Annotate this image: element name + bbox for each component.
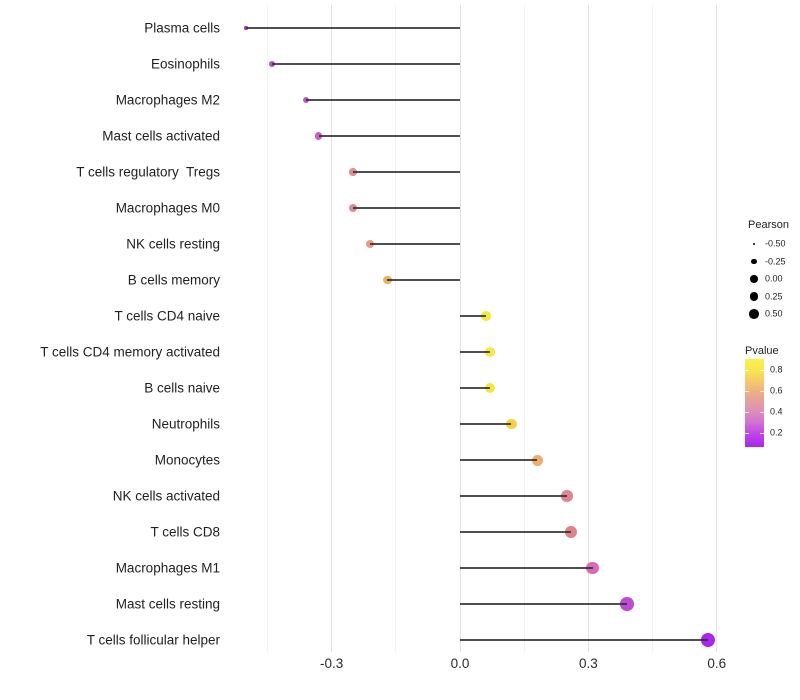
pvalue-tick-mark: [745, 390, 749, 392]
pvalue-tick-label: 0.6: [770, 385, 783, 396]
lollipop-stem: [460, 387, 490, 389]
y-axis-label: Mast cells activated: [102, 128, 220, 144]
legend-pearson-title: Pearson: [748, 219, 789, 231]
lollipop-stem: [460, 351, 490, 353]
pvalue-tick-mark: [745, 369, 749, 371]
y-axis-label: Eosinophils: [150, 56, 220, 72]
lollipop-stem: [460, 495, 567, 497]
pvalue-tick-mark: [760, 411, 764, 413]
y-axis-label: T cells CD8: [150, 524, 220, 540]
lollipop-stem: [460, 315, 486, 317]
lollipop-stem: [246, 27, 460, 29]
gridline-major: [331, 5, 333, 652]
legend-size-label: 0.50: [765, 308, 783, 319]
legend-size-label: 0.00: [765, 273, 783, 284]
pvalue-tick-mark: [760, 433, 764, 435]
lollipop-dot: [268, 61, 275, 67]
lollipop-stem: [460, 639, 709, 641]
legend-size-dot: [749, 292, 759, 301]
gridline-minor: [523, 5, 525, 652]
pvalue-tick-mark: [745, 433, 749, 435]
legend-size-label: -0.25: [765, 256, 786, 266]
lollipop-dot: [315, 132, 323, 140]
lollipop-dot: [484, 347, 495, 357]
pvalue-tick-mark: [760, 369, 764, 371]
lollipop-stem: [318, 135, 460, 137]
lollipop-stem: [460, 603, 627, 605]
lollipop-dot: [349, 204, 357, 212]
legend-size-label: -0.50: [765, 238, 786, 249]
y-axis-label: Macrophages M2: [115, 92, 220, 108]
gridline-minor: [395, 5, 397, 652]
lollipop-stem: [387, 279, 460, 281]
pvalue-tick-label: 0.4: [770, 406, 783, 417]
lollipop-stem: [370, 243, 460, 245]
gridline-major: [459, 5, 461, 652]
y-axis-label: T cells follicular helper: [86, 632, 220, 648]
lollipop-stem: [271, 63, 460, 65]
gridline-minor: [266, 5, 268, 652]
x-tick-label: 0.0: [450, 656, 470, 671]
y-axis-label: NK cells resting: [126, 236, 220, 252]
y-axis-label: T cells CD4 naive: [114, 308, 220, 324]
lollipop-stem: [353, 207, 460, 209]
legend-pvalue-title: Pvalue: [745, 345, 779, 357]
y-axis-label: Neutrophils: [151, 416, 220, 432]
pvalue-tick-label: 0.2: [770, 427, 783, 438]
x-tick-label: 0.3: [579, 656, 598, 671]
legend-size-dot: [751, 258, 757, 265]
gridline-major: [587, 5, 589, 652]
pvalue-tick-mark: [745, 411, 749, 413]
legend-size-dot: [752, 242, 756, 246]
lollipop-stem: [460, 423, 512, 425]
y-axis-label: Mast cells resting: [115, 596, 220, 612]
lollipop-stem: [460, 567, 593, 569]
y-axis-label: B cells naive: [144, 380, 220, 396]
lollipop-dot: [244, 26, 248, 30]
y-axis-label: Macrophages M1: [115, 560, 220, 576]
lollipop-dot: [484, 383, 495, 393]
legend-size-dot: [749, 309, 759, 319]
y-axis-label: Monocytes: [154, 452, 220, 468]
lollipop-stem: [460, 459, 538, 461]
y-axis-label: NK cells activated: [112, 488, 220, 504]
y-axis-label: T cells regulatory Tregs: [76, 164, 220, 180]
y-axis-label: T cells CD4 memory activated: [40, 344, 220, 360]
lollipop-dot: [565, 526, 578, 538]
lollipop-stem: [353, 171, 460, 173]
gridline-major: [716, 5, 718, 652]
legend-size-label: 0.25: [765, 291, 783, 301]
lollipop-dot: [620, 597, 634, 611]
y-axis-label: Plasma cells: [144, 20, 220, 36]
pvalue-tick-mark: [760, 390, 764, 392]
legend-size-dot: [750, 275, 758, 283]
y-axis-label: B cells memory: [127, 272, 220, 288]
gridline-minor: [652, 5, 654, 652]
x-tick-label: 0.6: [707, 656, 727, 671]
y-axis-label: Macrophages M0: [115, 200, 220, 216]
lollipop-stem: [305, 99, 460, 101]
lollipop-dot: [349, 168, 357, 176]
lollipop-dot: [531, 454, 543, 466]
x-tick-label: -0.3: [319, 656, 344, 671]
lollipop-stem: [460, 531, 572, 533]
pvalue-colorbar: [745, 359, 764, 447]
pvalue-tick-label: 0.8: [770, 364, 783, 375]
